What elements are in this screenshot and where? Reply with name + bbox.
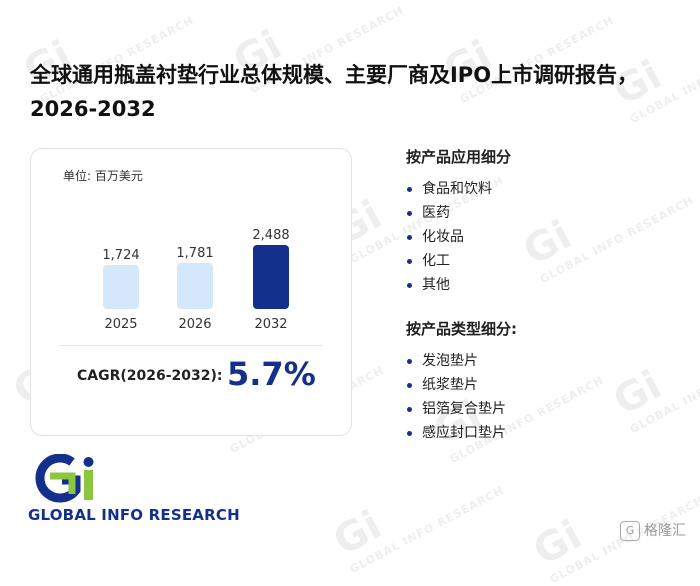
bullet-icon bbox=[407, 431, 412, 436]
cagr-value: 5.7% bbox=[227, 355, 316, 393]
list-item: 其他 bbox=[406, 273, 511, 297]
application-heading: 按产品应用细分 bbox=[406, 148, 512, 166]
bar-2026 bbox=[177, 263, 213, 309]
unit-label: 单位: 百万美元 bbox=[63, 169, 143, 183]
list-item: 发泡垫片 bbox=[406, 349, 517, 373]
gi-logo-icon bbox=[35, 453, 94, 503]
list-item: 感应封口垫片 bbox=[406, 421, 517, 445]
list-item: 纸浆垫片 bbox=[406, 373, 517, 397]
bar-value-label: 1,724 bbox=[102, 248, 139, 263]
bar-2025 bbox=[103, 265, 139, 309]
x-tick-label: 2025 bbox=[104, 317, 137, 332]
x-tick-label: 2026 bbox=[178, 317, 211, 332]
bullet-icon bbox=[407, 235, 412, 240]
source-badge: G 格隆汇 bbox=[620, 520, 686, 541]
bar-2032 bbox=[253, 245, 289, 309]
bar-value-label: 1,781 bbox=[176, 246, 213, 261]
bullet-icon bbox=[407, 383, 412, 388]
company-logo: GLOBAL INFO RESEARCH bbox=[28, 453, 240, 530]
bullet-icon bbox=[407, 407, 412, 412]
market-size-card: 单位: 百万美元 1,724 2025 1,781 2026 2,488 2032 CAG… bbox=[30, 148, 352, 436]
divider bbox=[59, 345, 323, 346]
cagr-label: CAGR(2026-2032): bbox=[77, 368, 223, 384]
bullet-icon bbox=[407, 283, 412, 288]
bullet-icon bbox=[407, 211, 412, 216]
bar-value-label: 2,488 bbox=[252, 228, 289, 243]
application-segment: 按产品应用细分 食品和饮料 医药 化妆品 化工 其他 bbox=[406, 146, 511, 297]
brand-icon: G bbox=[620, 521, 640, 541]
bullet-icon bbox=[407, 259, 412, 264]
source-text: 格隆汇 bbox=[644, 523, 686, 539]
list-item: 铝箔复合垫片 bbox=[406, 397, 517, 421]
list-item: 医药 bbox=[406, 201, 511, 225]
bar-chart: 1,724 2025 1,781 2026 2,488 2032 bbox=[102, 228, 289, 332]
logo-text: GLOBAL INFO RESEARCH bbox=[28, 506, 240, 524]
bullet-icon bbox=[407, 359, 412, 364]
list-item: 食品和饮料 bbox=[406, 177, 511, 201]
page-title: 全球通用瓶盖衬垫行业总体规模、主要厂商及IPO上市调研报告，2026-2032 bbox=[30, 63, 639, 121]
type-heading: 按产品类型细分: bbox=[406, 320, 517, 338]
type-segment: 按产品类型细分: 发泡垫片 纸浆垫片 铝箔复合垫片 感应封口垫片 bbox=[406, 318, 517, 445]
application-list: 食品和饮料 医药 化妆品 化工 其他 bbox=[406, 177, 511, 297]
type-list: 发泡垫片 纸浆垫片 铝箔复合垫片 感应封口垫片 bbox=[406, 349, 517, 445]
list-item: 化工 bbox=[406, 249, 511, 273]
bullet-icon bbox=[407, 187, 412, 192]
x-tick-label: 2032 bbox=[254, 317, 287, 332]
list-item: 化妆品 bbox=[406, 225, 511, 249]
